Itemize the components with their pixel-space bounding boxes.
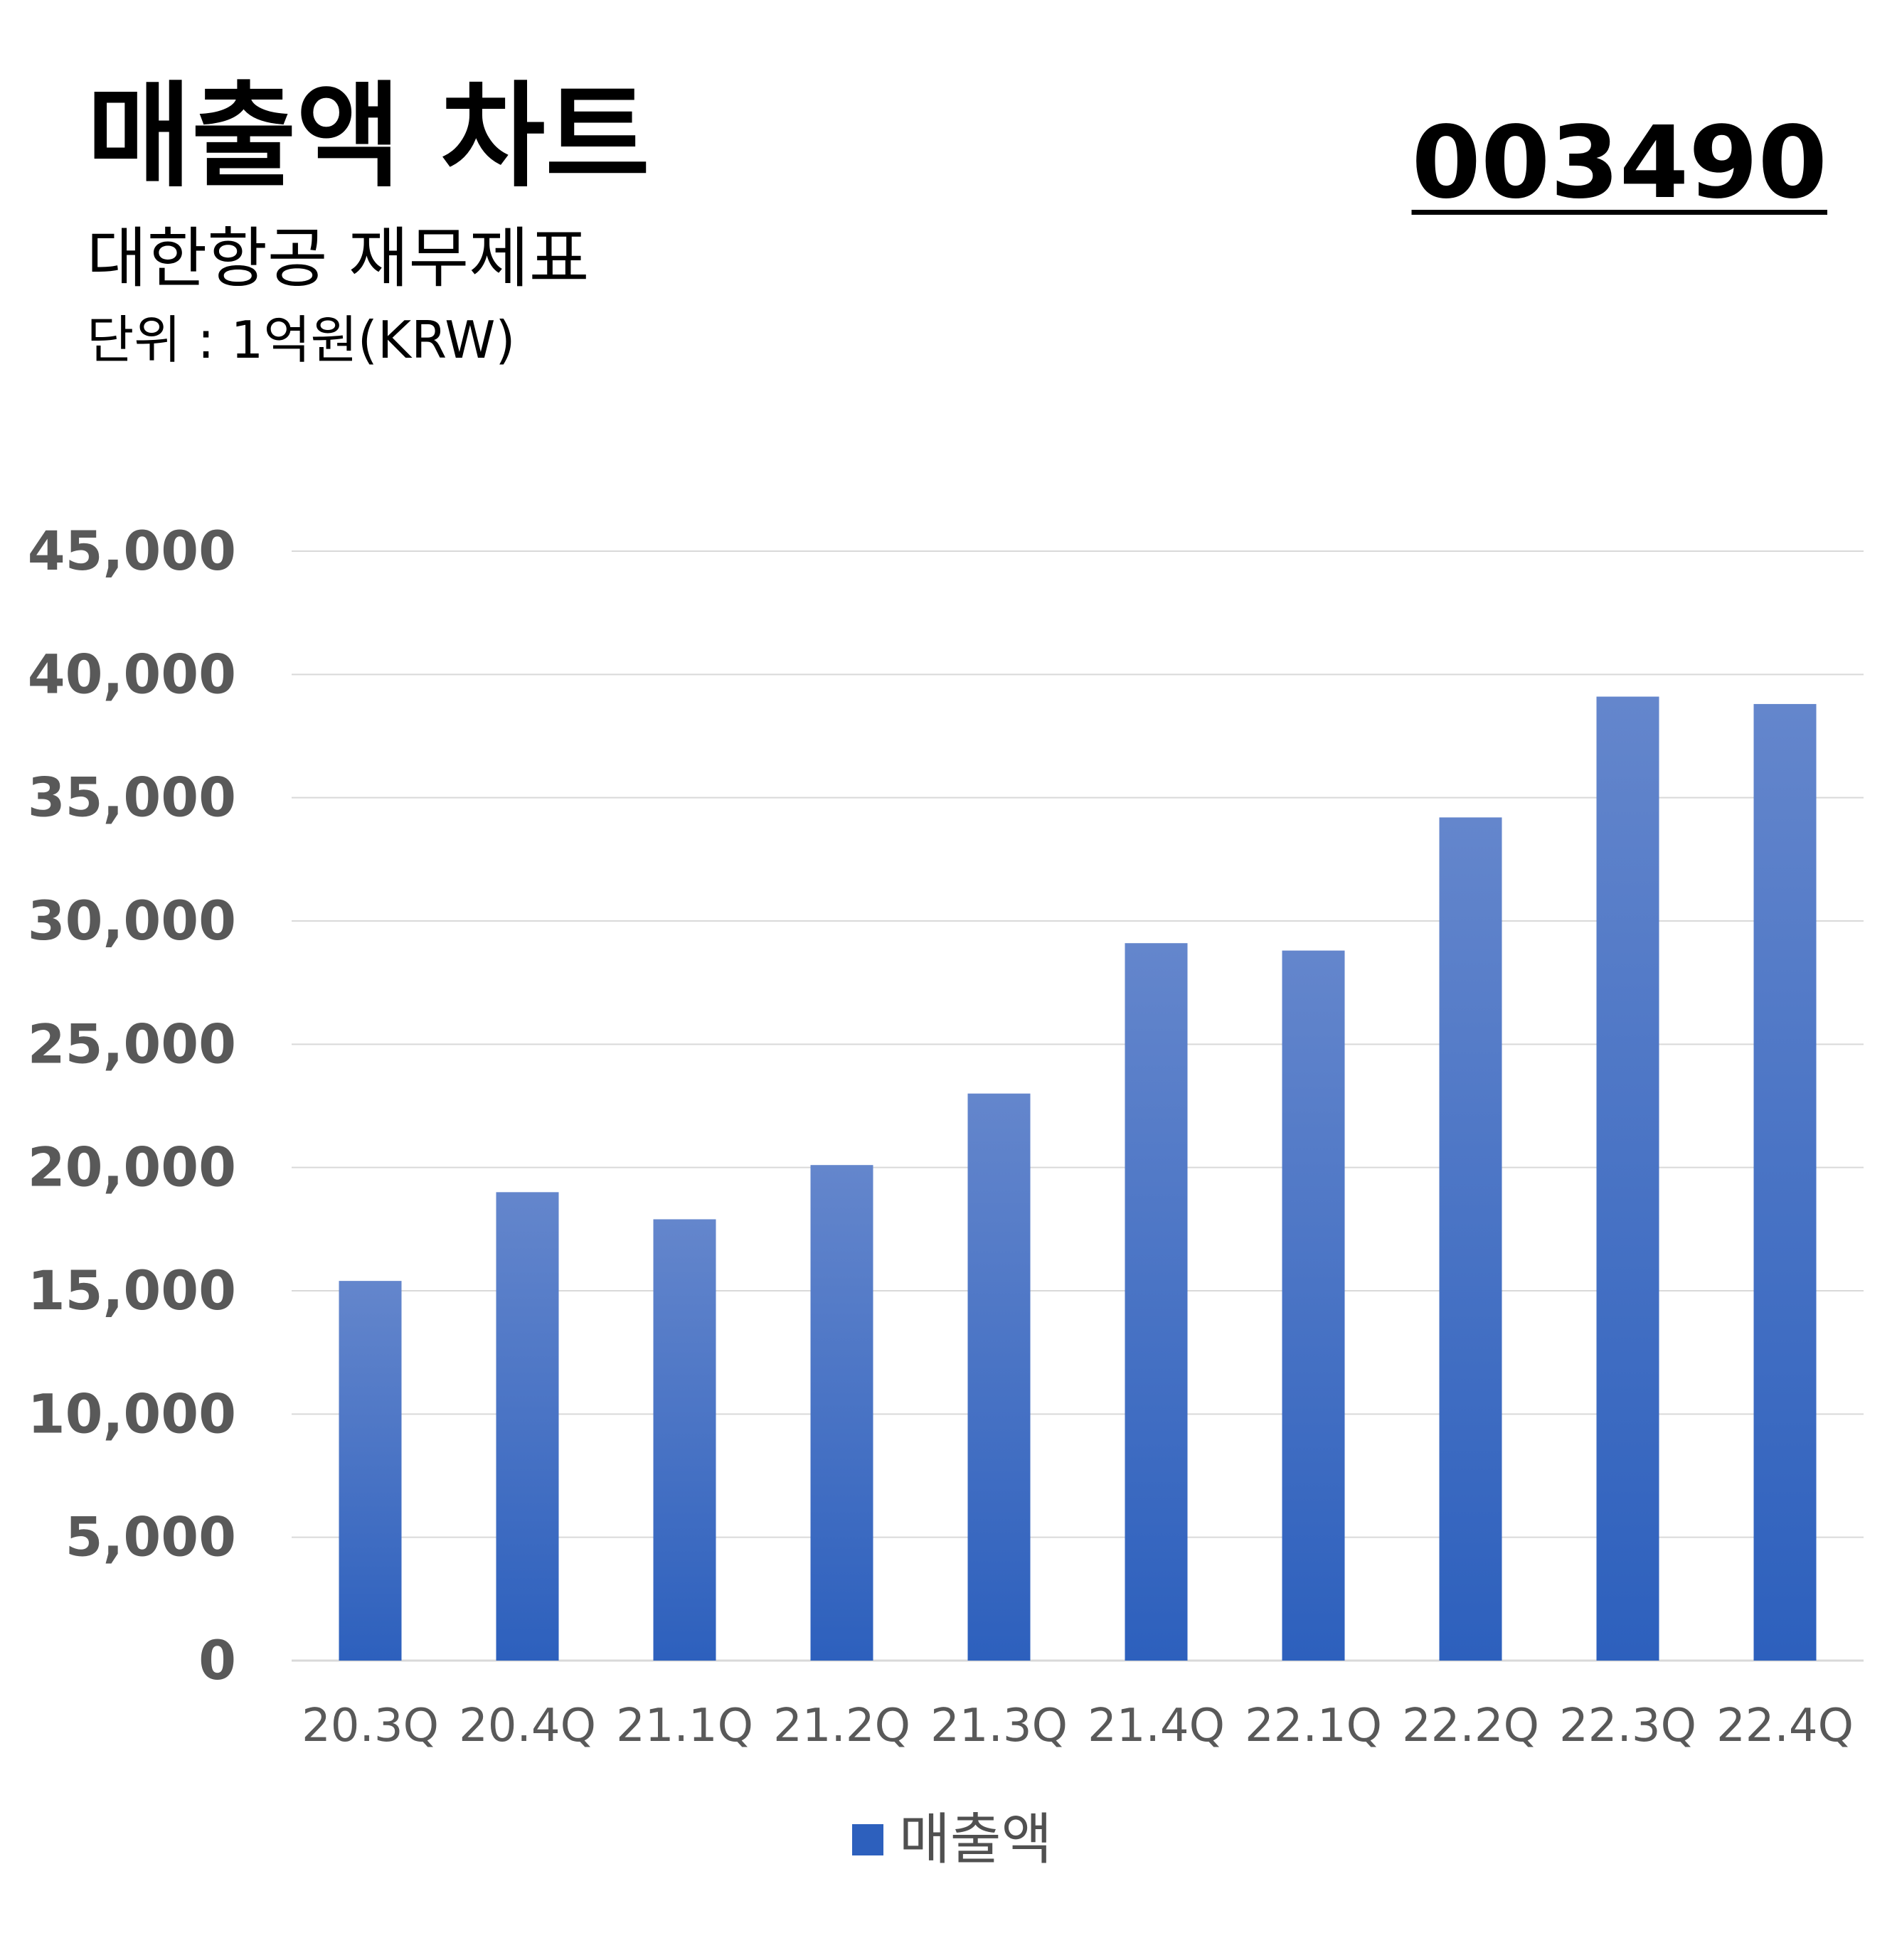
bar-21.2Q (810, 1165, 873, 1661)
x-tick-label: 21.2Q (773, 1700, 910, 1752)
y-tick-label: 25,000 (28, 1012, 236, 1075)
y-tick-label: 30,000 (28, 889, 236, 952)
unit-label: 단위 : 1억원(KRW) (87, 310, 516, 370)
legend: 매출액 (852, 1812, 1052, 1868)
y-tick-label: 20,000 (28, 1136, 236, 1199)
legend-swatch (852, 1824, 883, 1855)
x-tick-label: 20.3Q (302, 1700, 439, 1752)
bar-20.3Q (339, 1281, 402, 1661)
x-axis-ticks: 20.3Q 20.4Q 21.1Q 21.2Q 21.3Q 21.4Q 22.1Q 22.2Q… (302, 1700, 1854, 1752)
bar-22.2Q (1439, 817, 1502, 1661)
y-tick-label: 5,000 (65, 1506, 236, 1569)
x-tick-label: 21.1Q (616, 1700, 753, 1752)
y-tick-label: 35,000 (28, 766, 236, 829)
chart-title: 매출액 차트 (87, 70, 650, 203)
y-axis-ticks: 0 5,000 10,000 15,000 20,000 25,000 30,000 35,0… (28, 519, 236, 1692)
x-tick-label: 22.1Q (1245, 1700, 1382, 1752)
x-tick-label: 22.2Q (1402, 1700, 1539, 1752)
bar-21.1Q (653, 1219, 716, 1661)
x-tick-label: 22.4Q (1716, 1700, 1854, 1752)
stock-code: 003490 (1411, 105, 1827, 221)
bar-21.4Q (1125, 943, 1188, 1661)
x-tick-label: 22.3Q (1559, 1700, 1696, 1752)
bar-22.1Q (1282, 950, 1345, 1661)
bars (339, 696, 1817, 1661)
x-tick-label: 20.4Q (459, 1700, 596, 1752)
y-tick-label: 45,000 (28, 519, 236, 582)
y-tick-label: 40,000 (28, 642, 236, 705)
x-tick-label: 21.4Q (1088, 1700, 1225, 1752)
bar-22.4Q (1753, 703, 1817, 1661)
bar-22.3Q (1596, 696, 1659, 1661)
bar-21.3Q (967, 1093, 1031, 1661)
legend-label: 매출액 (899, 1808, 1053, 1872)
y-tick-label: 10,000 (28, 1382, 236, 1445)
x-tick-label: 21.3Q (930, 1700, 1068, 1752)
y-tick-label: 15,000 (28, 1259, 236, 1322)
y-tick-label: 0 (198, 1629, 236, 1692)
chart-subtitle: 대한항공 재무제표 (87, 220, 590, 297)
bar-20.4Q (496, 1192, 559, 1661)
